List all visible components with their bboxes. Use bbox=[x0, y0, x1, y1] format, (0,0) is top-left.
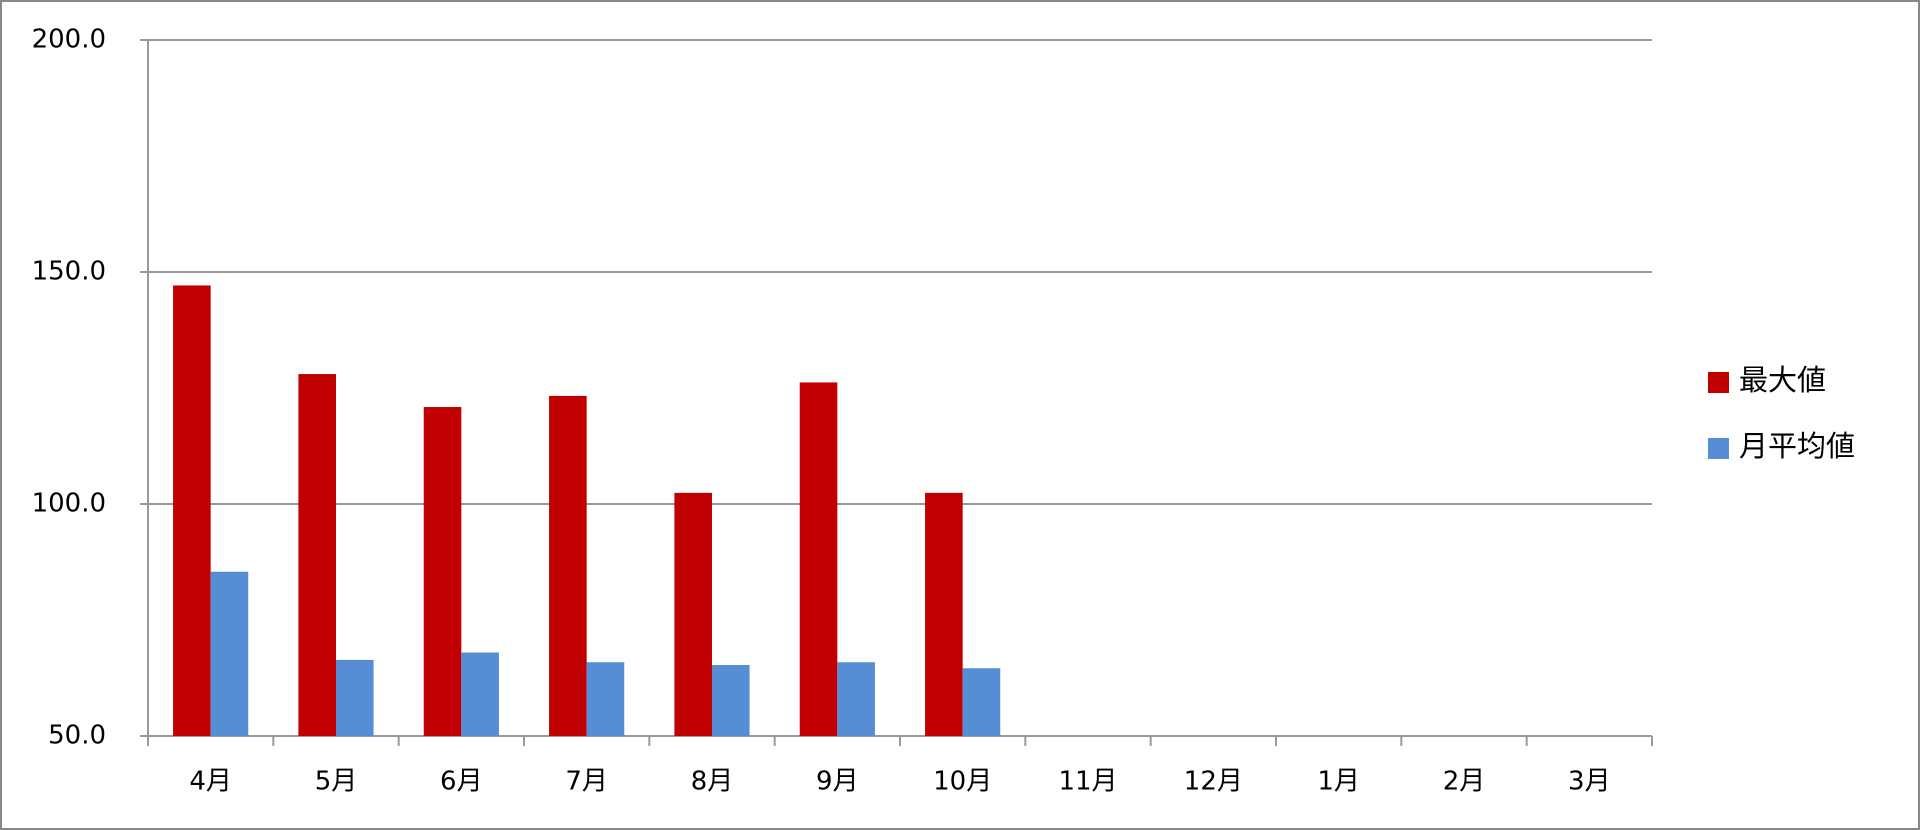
legend-swatch bbox=[1708, 372, 1729, 393]
x-tick-label: 4月 bbox=[189, 767, 232, 797]
x-tick-label: 9月 bbox=[816, 767, 859, 797]
legend-swatch bbox=[1708, 438, 1729, 459]
legend-label: 月平均値 bbox=[1739, 429, 1855, 463]
y-tick-label: 50.0 bbox=[48, 721, 106, 751]
x-tick-label: 10月 bbox=[933, 767, 992, 797]
bar bbox=[549, 395, 587, 736]
bar bbox=[674, 492, 712, 736]
bar bbox=[461, 652, 499, 736]
x-tick-label: 7月 bbox=[565, 767, 608, 797]
bar bbox=[173, 285, 211, 736]
legend-label: 最大値 bbox=[1739, 363, 1826, 397]
bar bbox=[925, 492, 963, 736]
x-tick-label: 12月 bbox=[1184, 767, 1243, 797]
bar bbox=[586, 662, 625, 736]
x-tick-label: 11月 bbox=[1058, 767, 1117, 797]
bar bbox=[298, 374, 336, 736]
bar bbox=[799, 382, 838, 736]
x-tick-label: 1月 bbox=[1317, 767, 1360, 797]
bar bbox=[423, 407, 462, 736]
y-tick-label: 200.0 bbox=[32, 25, 106, 55]
x-tick-label: 6月 bbox=[440, 767, 483, 797]
y-tick-label: 150.0 bbox=[32, 257, 106, 287]
x-tick-label: 2月 bbox=[1443, 767, 1486, 797]
y-tick-label: 100.0 bbox=[32, 489, 106, 519]
bar bbox=[962, 668, 1001, 736]
bar bbox=[210, 571, 249, 736]
x-tick-label: 5月 bbox=[315, 767, 358, 797]
bar bbox=[336, 659, 374, 736]
bar bbox=[712, 665, 750, 736]
bar bbox=[837, 662, 875, 736]
x-tick-label: 8月 bbox=[691, 767, 734, 797]
x-tick-label: 3月 bbox=[1568, 767, 1611, 797]
